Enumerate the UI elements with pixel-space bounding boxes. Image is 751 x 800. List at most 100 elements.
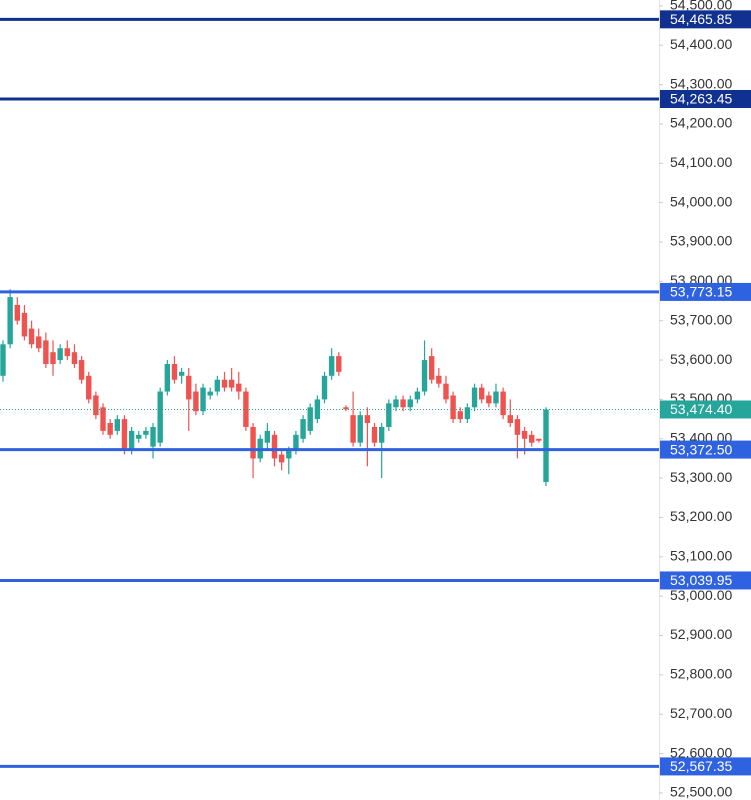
- candle-body: [100, 407, 106, 431]
- candle-body: [86, 375, 92, 400]
- candle-body: [300, 419, 306, 439]
- candle-body: [93, 395, 99, 416]
- candle-body: [293, 434, 299, 451]
- level-label: 53,773.15: [670, 284, 732, 300]
- candle-body: [36, 336, 42, 349]
- candle-body: [307, 407, 313, 431]
- candle-body: [407, 399, 413, 408]
- y-tick-label: 53,300.00: [670, 469, 732, 485]
- candle-body: [200, 387, 206, 412]
- candle-body: [364, 415, 371, 424]
- candle-body: [78, 360, 85, 380]
- candle-body: [57, 348, 63, 361]
- y-tick-label: 52,500.00: [670, 784, 732, 800]
- candle-body: [136, 434, 142, 439]
- candle-body: [157, 391, 163, 443]
- level-label-bg: [660, 757, 751, 776]
- y-tick-label: 53,100.00: [670, 548, 732, 564]
- candle-body: [500, 391, 506, 416]
- candle-body: [336, 356, 342, 372]
- candle-body: [314, 399, 321, 420]
- candle-body: [521, 430, 528, 439]
- candle-body: [464, 407, 471, 420]
- level-label-bg: [660, 89, 751, 108]
- candle-body: [28, 328, 35, 345]
- candle-body: [450, 395, 456, 420]
- candle-body: [214, 379, 221, 392]
- level-label: 52,567.35: [670, 758, 732, 774]
- y-tick-label: 52,700.00: [670, 705, 732, 721]
- candle-body: [50, 352, 56, 364]
- level-label: 54,263.45: [670, 91, 732, 107]
- candle-body: [0, 344, 6, 376]
- candle-body: [193, 391, 199, 412]
- candle-body: [507, 415, 513, 424]
- candle-body: [443, 383, 449, 400]
- candle-body: [221, 379, 228, 388]
- candle-body: [428, 356, 435, 380]
- candle-body: [343, 407, 349, 410]
- candle-body: [350, 415, 356, 443]
- candle-body: [378, 426, 385, 443]
- y-tick-label: 52,900.00: [670, 626, 732, 642]
- y-tick-label: 54,000.00: [670, 193, 732, 209]
- candle-body: [421, 360, 428, 392]
- candle-body: [486, 395, 492, 404]
- candle-body: [393, 399, 399, 408]
- level-label-bg: [660, 440, 751, 459]
- candle-body: [14, 304, 20, 321]
- candle-body: [471, 387, 478, 408]
- candle-body: [321, 375, 328, 400]
- candle-body: [514, 419, 521, 435]
- candle-body: [114, 419, 121, 431]
- candle-body: [436, 375, 442, 384]
- level-label-bg: [660, 282, 751, 301]
- candle-body: [107, 423, 113, 435]
- candle-body: [186, 375, 192, 400]
- candle-body: [178, 371, 185, 376]
- y-tick-label: 53,200.00: [670, 508, 732, 524]
- candle-body: [228, 379, 235, 388]
- candle-body: [271, 434, 278, 459]
- level-label-bg: [660, 571, 751, 590]
- y-tick-label: 54,400.00: [670, 36, 732, 52]
- candle-body: [121, 419, 128, 451]
- y-tick-label: 53,600.00: [670, 351, 732, 367]
- y-tick-label: 52,800.00: [670, 666, 732, 682]
- candle-body: [207, 391, 213, 396]
- candle-body: [400, 399, 406, 408]
- candle-body: [536, 438, 542, 441]
- candle-body: [328, 356, 335, 376]
- candle-body: [414, 391, 421, 400]
- y-tick-label: 53,000.00: [670, 587, 732, 603]
- y-tick-label: 53,700.00: [670, 311, 732, 327]
- y-tick-label: 54,200.00: [670, 115, 732, 131]
- candle-body: [386, 403, 392, 427]
- y-tick-label: 53,900.00: [670, 233, 732, 249]
- candle-body: [43, 340, 49, 364]
- level-label: 53,039.95: [670, 572, 732, 588]
- y-tick-label: 54,100.00: [670, 154, 732, 170]
- candle-body: [543, 409, 549, 483]
- candle-body: [150, 426, 156, 447]
- candle-body: [171, 363, 178, 380]
- candle-body: [278, 454, 285, 463]
- candle-body: [493, 391, 499, 404]
- candle-body: [7, 297, 13, 345]
- level-label: 53,372.50: [670, 441, 732, 457]
- y-tick-label: 54,300.00: [670, 75, 732, 91]
- candle-body: [143, 430, 149, 435]
- candle-body: [243, 391, 249, 427]
- last-price-label-bg: [660, 400, 751, 419]
- candle-body: [457, 411, 463, 420]
- candle-body: [164, 363, 171, 392]
- level-label: 54,465.85: [670, 11, 732, 27]
- last-price-label: 53,474.40: [670, 401, 732, 417]
- candle-body: [286, 450, 292, 459]
- candle-body: [371, 426, 378, 443]
- level-label-bg: [660, 10, 751, 29]
- candle-body: [64, 348, 71, 357]
- candle-body: [250, 426, 256, 459]
